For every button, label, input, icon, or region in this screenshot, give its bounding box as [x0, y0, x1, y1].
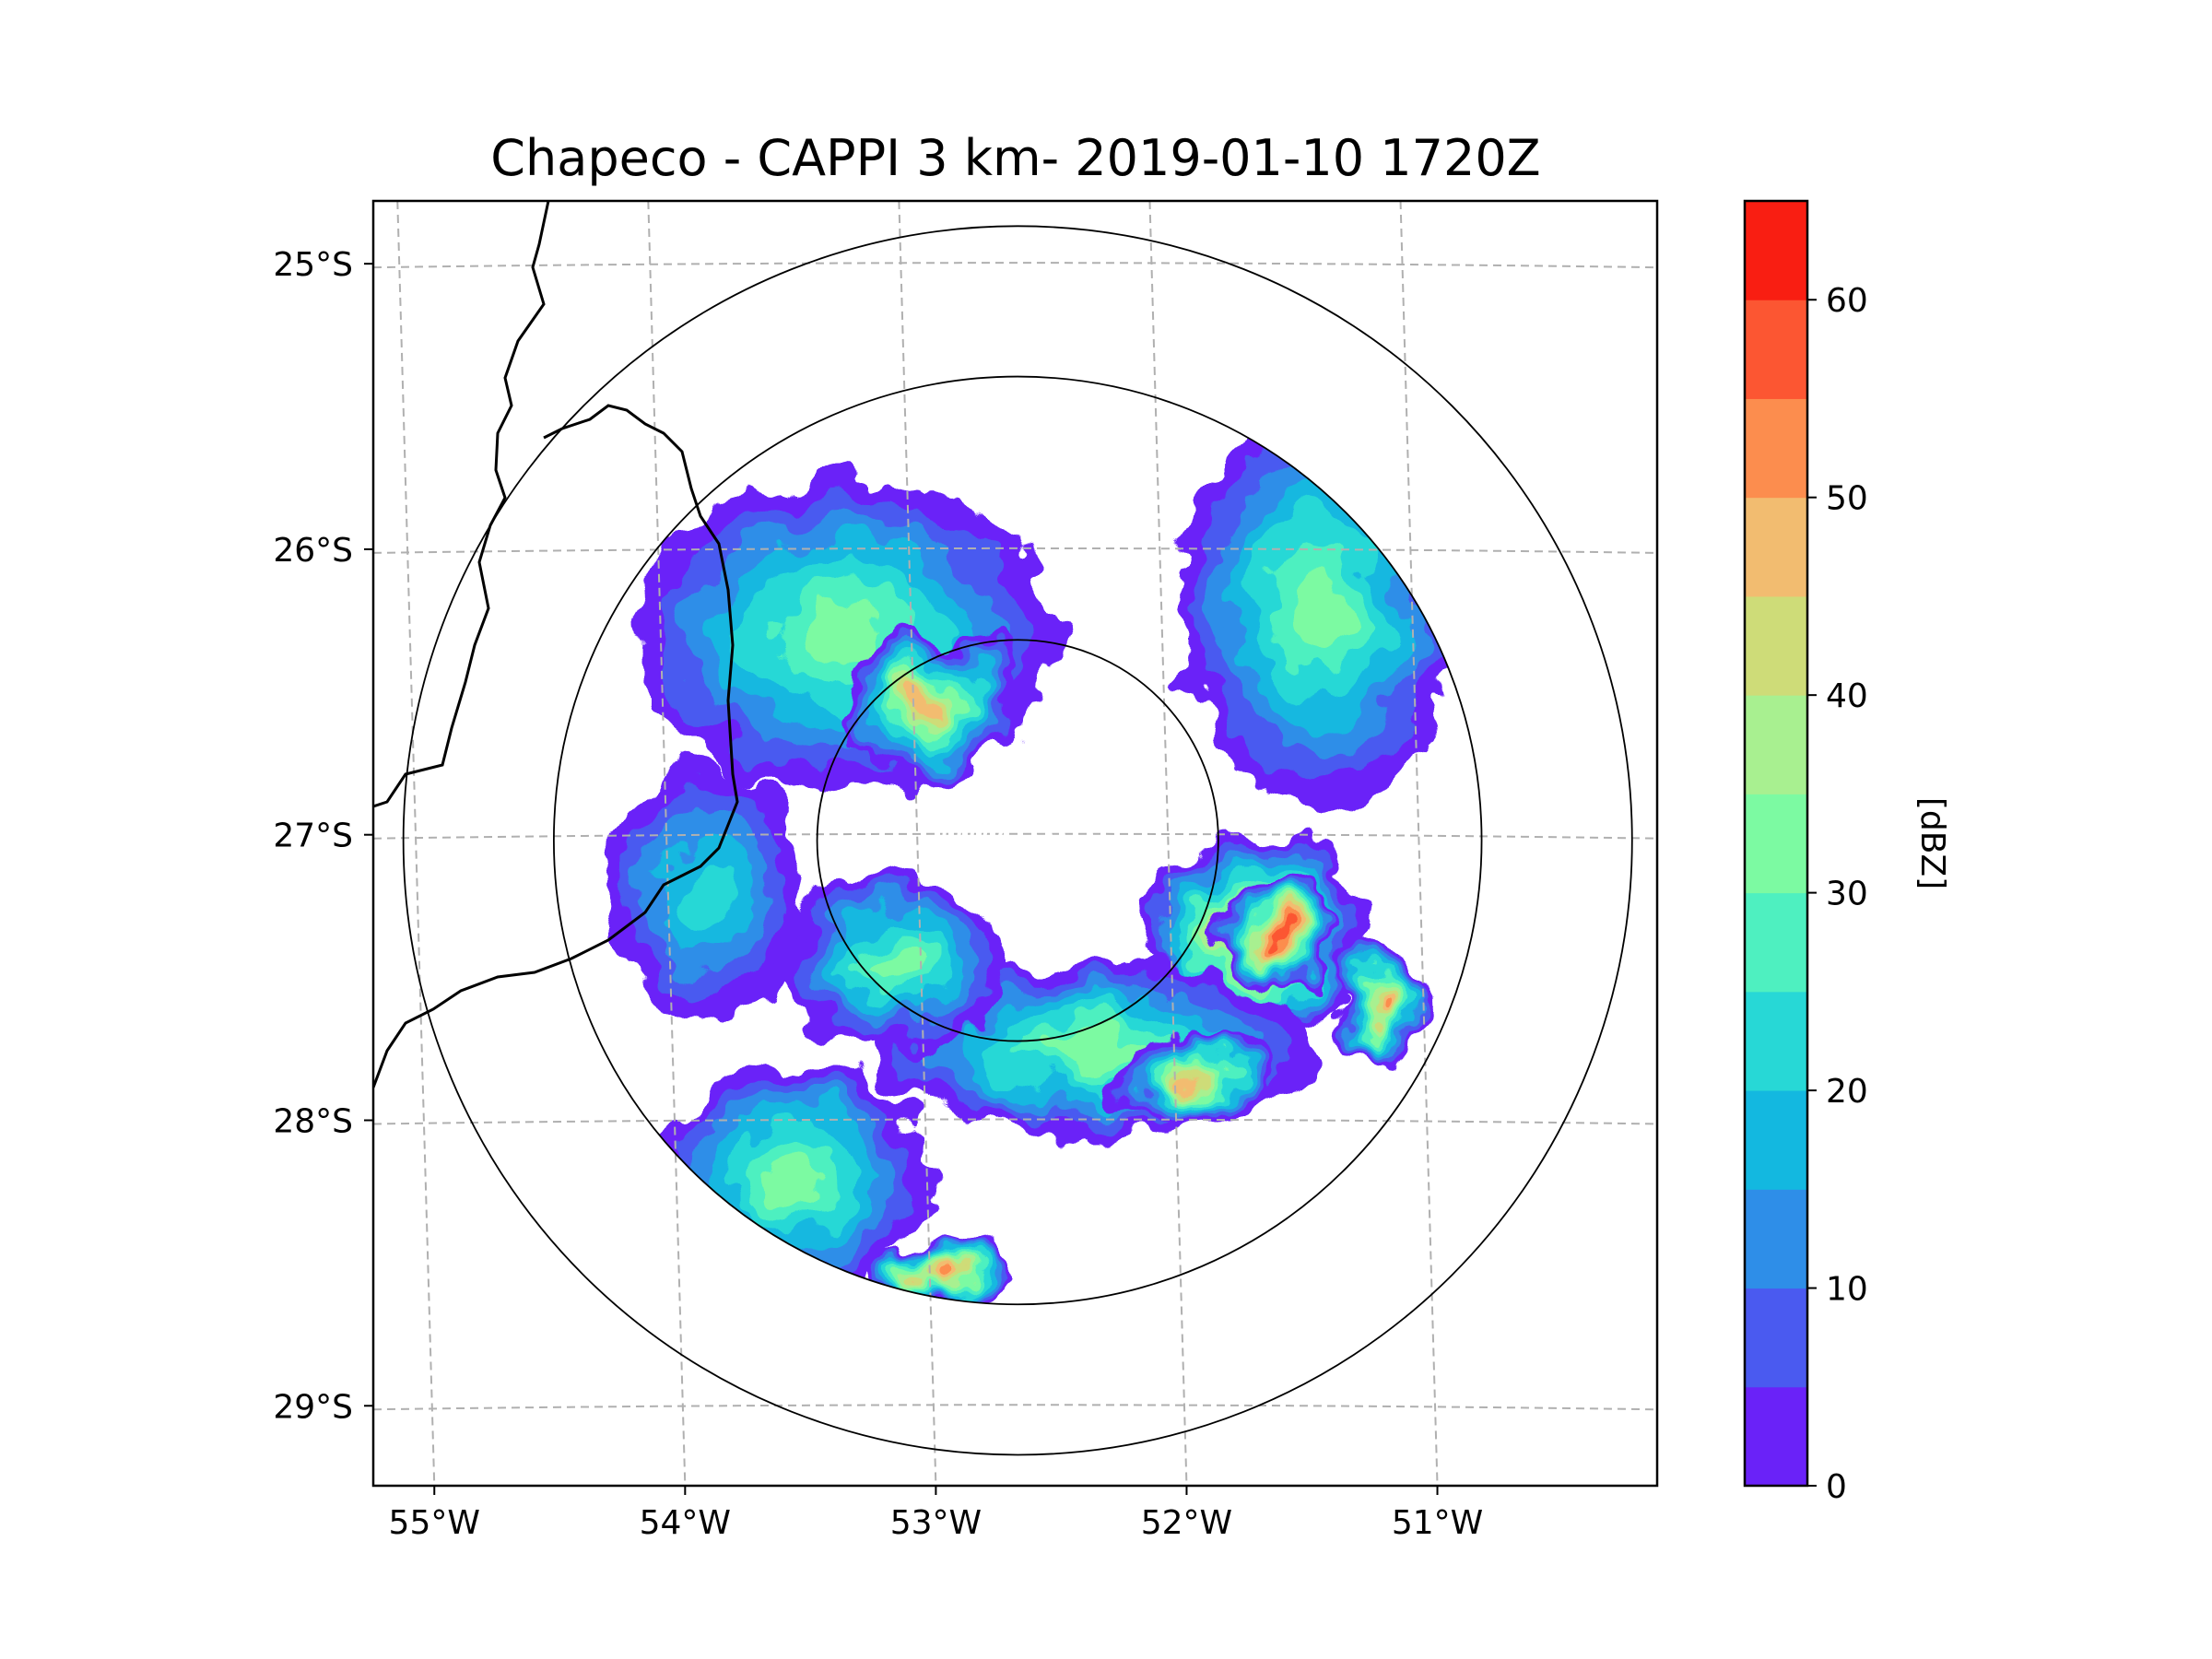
reflectivity-field	[604, 406, 1457, 1305]
lat-gridline	[373, 1118, 1657, 1125]
range-rings	[402, 225, 1633, 1456]
colorbar-frame	[1743, 199, 1809, 1488]
center-ring	[982, 805, 1053, 876]
echo-contour	[932, 1273, 953, 1282]
echo-region-north-east-band	[1181, 406, 1457, 806]
colorbar-segment	[1745, 1288, 1807, 1388]
echo-contour	[869, 946, 915, 981]
echo-region-south-core	[1118, 1034, 1269, 1121]
state-borders	[373, 201, 739, 1088]
lat-gridline	[373, 547, 1657, 554]
chart-title: Chapeco - CAPPI 3 km- 2019-01-10 1720Z	[490, 129, 1540, 187]
colorbar-label: [dBZ]	[1913, 797, 1951, 889]
colorbar-tick-label: 50	[1826, 480, 1868, 518]
echo-region-north-west-core	[841, 634, 1018, 778]
echo-contour	[1273, 928, 1289, 941]
center-ring	[942, 764, 1094, 916]
echo-region-west-band	[604, 763, 805, 1021]
echo-contour	[1047, 1031, 1138, 1066]
echo-region-far-south-cell	[866, 1242, 1018, 1305]
x-tick-label: 54°W	[640, 1504, 731, 1542]
colorbar-tick-label: 30	[1826, 876, 1868, 913]
colorbar: 0 10 20 30 40 50 60	[1743, 199, 1868, 1506]
range-ring	[552, 375, 1483, 1306]
lon-gridline	[1148, 201, 1188, 1486]
gridlines	[373, 201, 1657, 1486]
y-axis: 25°S 26°S 27°S 28°S 29°S	[273, 246, 373, 1426]
border-line	[373, 404, 739, 1088]
echo-contour	[1182, 1071, 1205, 1084]
colorbar-segment	[1745, 1386, 1807, 1487]
lon-gridline	[1399, 201, 1439, 1486]
colorbar-tick-label: 10	[1826, 1271, 1868, 1309]
colorbar-segment	[1745, 1090, 1807, 1190]
echo-contour	[917, 696, 943, 717]
x-tick-label: 51°W	[1392, 1504, 1483, 1542]
x-axis: 55°W 54°W 53°W 52°W 51°W	[389, 1486, 1483, 1542]
echo-region-far-east-cell	[1331, 948, 1432, 1064]
echo-region-east-cell-core	[1218, 883, 1344, 986]
range-ring	[402, 225, 1633, 1456]
y-tick-label: 28°S	[273, 1102, 353, 1140]
x-tick-label: 55°W	[389, 1504, 480, 1542]
colorbar-segment	[1745, 300, 1807, 399]
plot-area	[373, 201, 1657, 1486]
echo-contour	[764, 1154, 820, 1201]
colorbar-segment	[1745, 794, 1807, 894]
center-ring	[957, 779, 1079, 901]
colorbar-tick-label: 40	[1826, 677, 1868, 715]
x-tick-label: 52°W	[1141, 1504, 1232, 1542]
colorbar-segment	[1745, 398, 1807, 499]
plot-frame	[371, 199, 1659, 1488]
colorbar-segment	[1745, 991, 1807, 1091]
y-tick-label: 25°S	[273, 246, 353, 284]
y-tick-label: 29°S	[273, 1388, 353, 1426]
lat-gridline	[373, 1404, 1657, 1411]
center-ring	[997, 819, 1039, 861]
lon-gridline	[647, 201, 687, 1486]
y-tick-label: 26°S	[273, 532, 353, 570]
echo-contour	[799, 603, 886, 666]
echo-region-center-band	[779, 877, 1006, 1050]
lon-gridline	[898, 201, 937, 1486]
echo-contour	[1374, 998, 1388, 1014]
lon-gridline	[396, 201, 436, 1486]
colorbar-segment	[1745, 695, 1807, 794]
colorbar-segment	[1745, 595, 1807, 696]
lat-gridline	[373, 262, 1657, 269]
colorbar-segment	[1745, 1189, 1807, 1289]
colorbar-tick-label: 20	[1826, 1073, 1868, 1111]
colorbar-segment	[1745, 892, 1807, 993]
colorbar-tick-label: 0	[1826, 1468, 1847, 1506]
colorbar-segment	[1745, 497, 1807, 597]
colorbar-tick-label: 60	[1826, 282, 1868, 320]
x-tick-label: 53°W	[890, 1504, 982, 1542]
echo-contour	[677, 856, 732, 927]
colorbar-segment	[1745, 201, 1807, 300]
center-ring	[970, 792, 1066, 888]
echo-contour	[1290, 566, 1347, 647]
range-ring	[816, 639, 1219, 1042]
border-line	[373, 201, 550, 808]
lat-gridline	[373, 832, 1657, 840]
y-tick-label: 27°S	[273, 818, 353, 855]
